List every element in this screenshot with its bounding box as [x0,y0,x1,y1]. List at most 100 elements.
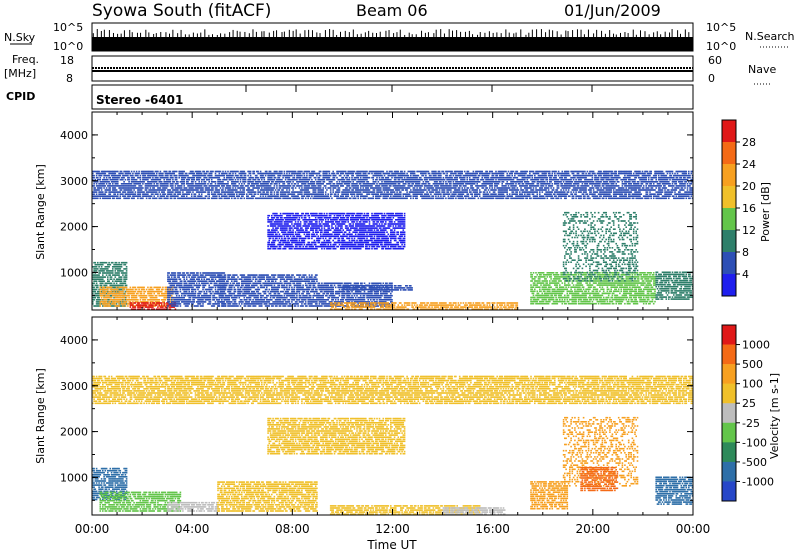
range-cell [351,241,353,244]
range-cell [94,284,97,287]
range-cell [283,278,286,280]
range-cell [264,280,267,282]
beam-title: Beam 06 [356,1,428,20]
range-cell [95,270,98,272]
range-cell [157,306,159,308]
range-cell [107,280,109,282]
range-cell [373,237,376,240]
range-cell [115,272,118,274]
range-cell [157,299,159,301]
range-cell [480,304,482,306]
range-cell [376,287,378,289]
range-cell [283,284,286,287]
range-cell [185,286,188,289]
range-cell [234,288,237,291]
range-cell [148,308,150,310]
range-cell [144,303,147,305]
range-cell [332,227,334,229]
range-cell [309,294,312,297]
range-cell [457,302,460,304]
range-cell [153,305,155,307]
range-cell [137,299,139,301]
range-cell [356,294,358,297]
range-cell [314,235,317,238]
range-cell [207,294,209,297]
range-cell [122,299,124,301]
range-cell [302,284,304,287]
range-cell [104,290,107,293]
range-cell [112,270,114,272]
range-cell [368,245,371,248]
range-cell [192,286,194,289]
range-cell [209,294,212,297]
range-cell [219,292,222,295]
range-cell [178,284,180,287]
range-cell [302,212,304,215]
range-cell [262,290,264,293]
range-cell [217,305,219,307]
range-cell [113,266,115,268]
range-cell [259,292,262,295]
range-cell [267,276,269,278]
range-cell [118,272,120,274]
range-cell [247,290,249,293]
range-cell [123,268,125,270]
range-cell [249,278,252,280]
range-cell [189,274,192,276]
range-cell [192,292,194,295]
range-cell [296,245,298,248]
range-cell [112,301,114,303]
range-cell [99,268,102,270]
range-cell [276,290,278,293]
range-cell [102,301,104,303]
range-cell [95,288,98,291]
range-cell [237,288,239,291]
range-cell [222,282,224,285]
range-cell [210,286,213,289]
range-cell [324,243,327,246]
range-cell [114,301,117,303]
range-cell [318,282,321,285]
range-cell [164,292,167,295]
range-cell [158,294,160,297]
range-cell [331,284,333,287]
range-cell [148,290,150,293]
range-cell [455,304,457,306]
range-cell [198,286,200,289]
range-cell [366,217,368,219]
range-cell [197,299,199,301]
range-cell [123,276,125,278]
range-cell [202,276,204,278]
range-cell [138,302,140,304]
range-cell [95,263,98,266]
range-cell [450,302,452,304]
range-cell [118,274,120,276]
range-cell [124,280,127,282]
range-cell [302,245,304,248]
range-cell [239,305,242,307]
range-cell [252,276,254,278]
range-cell [203,290,205,293]
range-cell [109,284,112,287]
range-cell [253,284,256,287]
range-cell [381,287,383,289]
range-cell [103,286,105,289]
range-cell [137,304,139,306]
range-cell [246,290,248,293]
range-cell [122,272,124,274]
range-cell [199,274,202,276]
range-cell [209,282,212,285]
range-cell [281,290,283,293]
range-cell [228,286,231,289]
range-cell [268,288,271,291]
range-cell [209,299,212,301]
range-cell [268,305,271,307]
range-cell [361,282,363,285]
range-cell [169,305,172,307]
range-cell [271,282,273,285]
range-cell [129,305,132,307]
range-cell [329,247,332,250]
range-cell [293,288,296,291]
range-cell [298,239,301,242]
range-cell [227,296,229,299]
